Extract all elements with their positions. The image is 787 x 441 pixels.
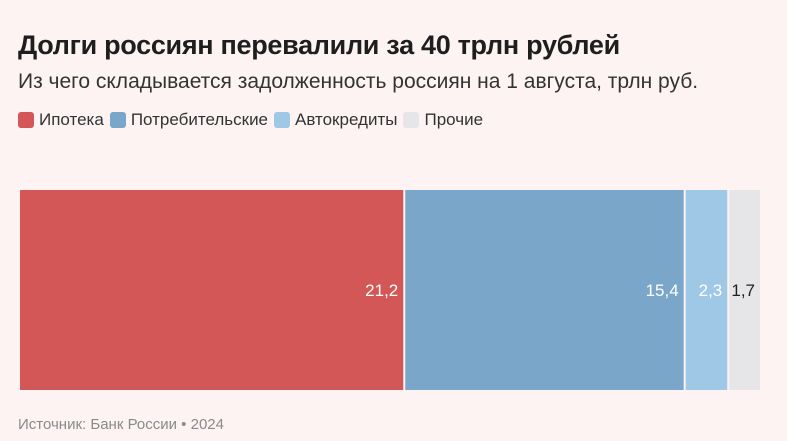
legend-label-consumer: Потребительские	[130, 110, 269, 129]
bar-segment-auto	[685, 190, 728, 390]
legend-item-mortgage: Ипотека	[18, 110, 104, 130]
data-label-mortgage: 21,2	[365, 281, 398, 300]
bar-segment-other	[729, 190, 760, 390]
source-note: Источник: Банк России • 2024	[18, 416, 224, 433]
data-label-other: 1,7	[731, 281, 755, 300]
chart-subtitle: Из чего складывается задолженность росси…	[18, 70, 699, 93]
legend-item-other: Прочие	[403, 110, 483, 130]
data-label-consumer: 15,4	[646, 281, 679, 300]
legend-label-mortgage: Ипотека	[39, 110, 104, 129]
legend-swatch-consumer	[109, 112, 126, 128]
legend-swatch-mortgage	[18, 112, 34, 128]
bar-segment-consumer	[405, 190, 684, 390]
legend-item-consumer: Потребительские	[109, 110, 269, 130]
legend-label-other: Прочие	[424, 110, 484, 129]
legend: Ипотека Потребительские Автокредиты Проч…	[18, 110, 489, 130]
data-label-auto: 2,3	[699, 281, 723, 300]
chart-title: Долги россиян перевалили за 40 трлн рубл…	[18, 30, 620, 60]
stacked-bar-chart: 21,2 15,4 2,3 1,7	[20, 190, 760, 390]
legend-label-auto: Автокредиты	[295, 110, 398, 129]
legend-item-auto: Автокредиты	[274, 110, 397, 130]
legend-swatch-auto	[274, 112, 291, 128]
stacked-bar-svg: 21,2 15,4 2,3 1,7	[20, 190, 760, 390]
bar-segment-mortgage	[20, 190, 404, 390]
legend-swatch-other	[403, 112, 420, 128]
